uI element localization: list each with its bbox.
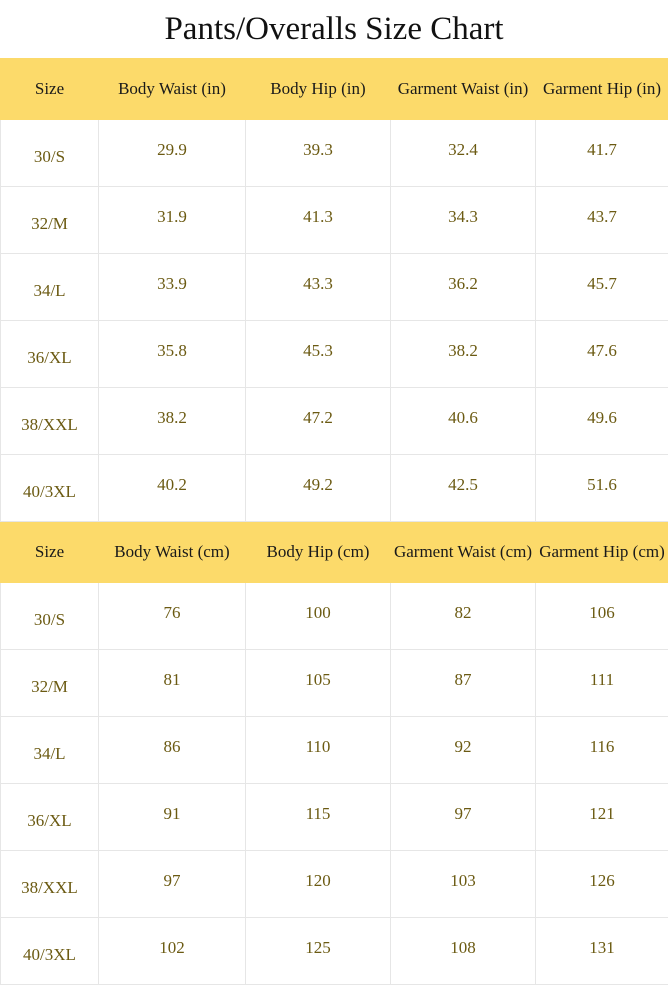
value-cell: 39.3 — [246, 120, 391, 187]
value-cell: 86 — [99, 717, 246, 784]
size-cell: 34/L — [1, 254, 99, 321]
column-header: Body Waist (in) — [99, 59, 246, 120]
value-cell: 41.3 — [246, 187, 391, 254]
size-cell: 38/XXL — [1, 388, 99, 455]
column-header: Body Hip (in) — [246, 59, 391, 120]
size-cell: 36/XL — [1, 321, 99, 388]
size-cell: 30/S — [1, 120, 99, 187]
value-cell: 91 — [99, 784, 246, 851]
value-cell: 36.2 — [391, 254, 536, 321]
value-cell: 32.4 — [391, 120, 536, 187]
size-cell: 40/3XL — [1, 918, 99, 985]
value-cell: 131 — [536, 918, 668, 985]
value-cell: 45.3 — [246, 321, 391, 388]
value-cell: 115 — [246, 784, 391, 851]
value-cell: 41.7 — [536, 120, 668, 187]
column-header: Body Hip (cm) — [246, 522, 391, 583]
column-header: Garment Waist (cm) — [391, 522, 536, 583]
size-cell: 36/XL — [1, 784, 99, 851]
value-cell: 45.7 — [536, 254, 668, 321]
value-cell: 97 — [391, 784, 536, 851]
value-cell: 97 — [99, 851, 246, 918]
column-header: Garment Hip (in) — [536, 59, 668, 120]
value-cell: 82 — [391, 583, 536, 650]
value-cell: 38.2 — [99, 388, 246, 455]
value-cell: 47.6 — [536, 321, 668, 388]
value-cell: 87 — [391, 650, 536, 717]
column-header: Garment Waist (in) — [391, 59, 536, 120]
value-cell: 125 — [246, 918, 391, 985]
value-cell: 42.5 — [391, 455, 536, 522]
value-cell: 38.2 — [391, 321, 536, 388]
value-cell: 40.2 — [99, 455, 246, 522]
value-cell: 43.7 — [536, 187, 668, 254]
value-cell: 49.2 — [246, 455, 391, 522]
value-cell: 106 — [536, 583, 668, 650]
value-cell: 81 — [99, 650, 246, 717]
value-cell: 40.6 — [391, 388, 536, 455]
size-cell: 32/M — [1, 650, 99, 717]
column-header: Size — [1, 522, 99, 583]
column-header: Garment Hip (cm) — [536, 522, 668, 583]
size-cell: 34/L — [1, 717, 99, 784]
value-cell: 120 — [246, 851, 391, 918]
value-cell: 103 — [391, 851, 536, 918]
value-cell: 110 — [246, 717, 391, 784]
value-cell: 121 — [536, 784, 668, 851]
value-cell: 51.6 — [536, 455, 668, 522]
column-header: Body Waist (cm) — [99, 522, 246, 583]
column-header: Size — [1, 59, 99, 120]
value-cell: 33.9 — [99, 254, 246, 321]
size-cell: 30/S — [1, 583, 99, 650]
value-cell: 111 — [536, 650, 668, 717]
value-cell: 76 — [99, 583, 246, 650]
value-cell: 100 — [246, 583, 391, 650]
value-cell: 116 — [536, 717, 668, 784]
value-cell: 92 — [391, 717, 536, 784]
value-cell: 34.3 — [391, 187, 536, 254]
value-cell: 126 — [536, 851, 668, 918]
page-title: Pants/Overalls Size Chart — [0, 0, 668, 58]
value-cell: 108 — [391, 918, 536, 985]
value-cell: 31.9 — [99, 187, 246, 254]
value-cell: 102 — [99, 918, 246, 985]
size-cell: 38/XXL — [1, 851, 99, 918]
size-cell: 32/M — [1, 187, 99, 254]
value-cell: 47.2 — [246, 388, 391, 455]
value-cell: 35.8 — [99, 321, 246, 388]
value-cell: 43.3 — [246, 254, 391, 321]
value-cell: 105 — [246, 650, 391, 717]
value-cell: 29.9 — [99, 120, 246, 187]
value-cell: 49.6 — [536, 388, 668, 455]
size-cell: 40/3XL — [1, 455, 99, 522]
